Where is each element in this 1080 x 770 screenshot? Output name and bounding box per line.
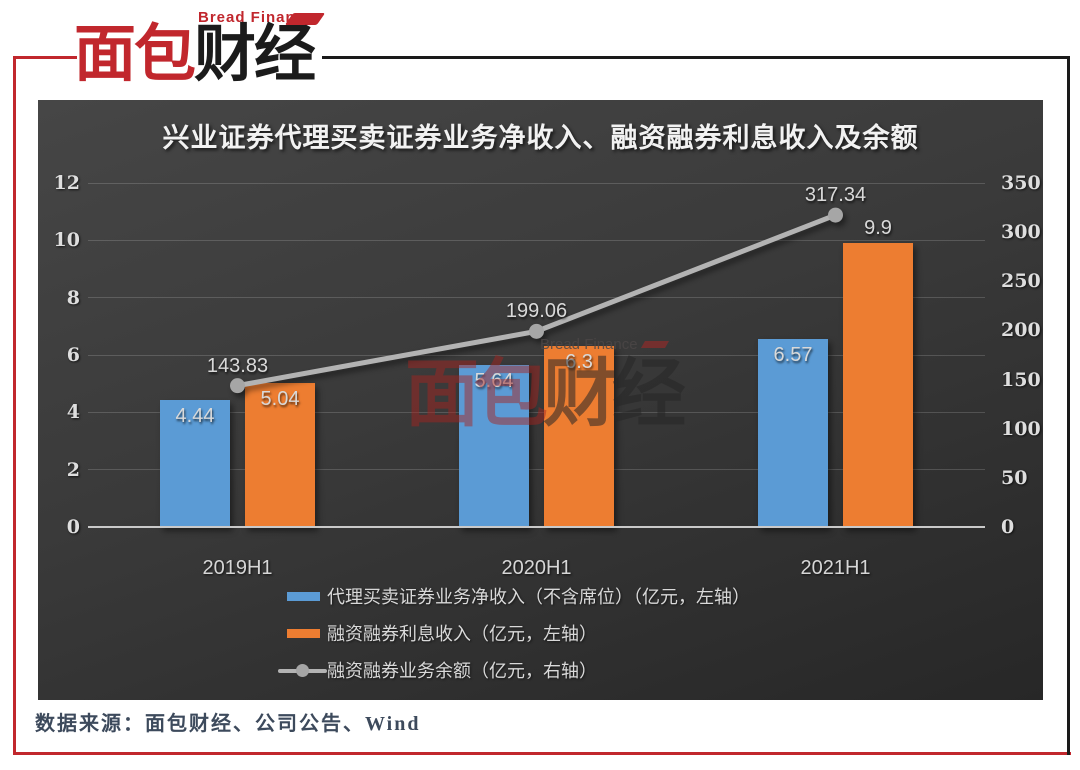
legend-item: 融资融券业务余额（亿元，右轴） bbox=[38, 661, 1043, 681]
right-axis-tick: 100 bbox=[1001, 417, 1041, 440]
line-marker-icon bbox=[529, 323, 544, 339]
right-axis-tick: 0 bbox=[1001, 516, 1015, 538]
brand-logo-en-text: Bread Finance bbox=[198, 9, 315, 26]
data-source-note: 数据来源：面包财经、公司公告、Wind bbox=[35, 713, 421, 735]
legend-item: 代理买卖证券业务净收入（不含席位）（亿元，左轴） bbox=[38, 587, 1043, 607]
line-series bbox=[230, 207, 843, 394]
bar-value-label: 6.3 bbox=[565, 351, 593, 374]
bar-value-label: 4.44 bbox=[175, 404, 215, 427]
category-label: 2020H1 bbox=[501, 557, 572, 579]
gridline bbox=[88, 297, 985, 299]
left-axis-tick: 12 bbox=[53, 172, 80, 194]
legend-label: 代理买卖证券业务净收入（不含席位）（亿元，左轴） bbox=[327, 587, 750, 607]
bar-value-label: 9.9 bbox=[864, 217, 892, 240]
brand-logo-cn-text: 面包财经 bbox=[74, 24, 316, 86]
brand-logo-cn-red: 面包 bbox=[74, 20, 196, 89]
bar-2021H1 bbox=[843, 243, 913, 527]
frame-corner-red-line bbox=[13, 56, 77, 59]
legend-marker-icon bbox=[296, 664, 309, 677]
legend-swatch-line bbox=[278, 661, 327, 681]
category-label: 2021H1 bbox=[800, 557, 871, 579]
bar-value-label: 6.57 bbox=[773, 343, 813, 366]
bar-2020H1 bbox=[544, 346, 614, 527]
gridline bbox=[88, 354, 985, 356]
bar-2019H1 bbox=[245, 382, 315, 527]
legend-label: 融资融券利息收入（亿元，左轴） bbox=[327, 624, 597, 644]
brand-logo-cn-black: 财经 bbox=[194, 20, 316, 89]
bar-2019H1 bbox=[160, 399, 230, 527]
gridline bbox=[88, 411, 985, 413]
right-axis-tick: 150 bbox=[1001, 368, 1041, 391]
gridline bbox=[88, 239, 985, 241]
right-axis-tick: 250 bbox=[1001, 270, 1041, 293]
bar-value-label: 5.04 bbox=[260, 387, 300, 410]
frame-top-black-line bbox=[322, 56, 1070, 59]
right-axis-tick: 200 bbox=[1001, 319, 1041, 342]
x-axis-line bbox=[88, 526, 985, 528]
frame-left-red-line bbox=[13, 56, 16, 755]
chart-panel: 兴业证券代理买卖证券业务净收入、融资融券利息收入及余额 0 2 4 6 8 10 12 0 50… bbox=[38, 100, 1043, 700]
legend-item: 融资融券利息收入（亿元，左轴） bbox=[38, 624, 1043, 644]
line-marker-icon bbox=[828, 207, 843, 223]
right-axis-tick: 50 bbox=[1001, 466, 1028, 489]
plot-area: 0 2 4 6 8 10 12 0 50 100 150 200 250 300 350 2019H1 2020… bbox=[38, 100, 1043, 700]
bar-2021H1 bbox=[758, 338, 828, 527]
line-value-label: 143.83 bbox=[206, 354, 269, 377]
left-axis-tick: 0 bbox=[66, 516, 80, 538]
left-axis-tick: 2 bbox=[66, 458, 80, 481]
gridline bbox=[88, 182, 985, 184]
frame-bottom-red-line bbox=[13, 752, 1071, 755]
right-axis-tick: 350 bbox=[1001, 172, 1041, 194]
bar-value-label: 5.64 bbox=[474, 370, 514, 393]
left-axis-tick: 6 bbox=[66, 344, 80, 366]
left-axis-tick: 10 bbox=[53, 229, 80, 252]
left-axis-tick: 8 bbox=[66, 286, 80, 309]
legend-swatch-bar bbox=[287, 592, 320, 601]
legend-swatch-bar bbox=[287, 629, 320, 638]
category-label: 2019H1 bbox=[202, 557, 273, 579]
right-axis-tick: 300 bbox=[1001, 221, 1041, 244]
line-marker-icon bbox=[230, 378, 245, 394]
legend-label: 融资融券业务余额（亿元，右轴） bbox=[327, 661, 597, 681]
bar-2020H1 bbox=[459, 365, 529, 527]
frame-right-black-line bbox=[1067, 56, 1070, 755]
chart-title: 兴业证券代理买卖证券业务净收入、融资融券利息收入及余额 bbox=[162, 123, 919, 153]
line-value-label: 199.06 bbox=[505, 300, 568, 323]
left-axis-tick: 4 bbox=[66, 401, 80, 424]
gridline bbox=[88, 469, 985, 471]
line-value-label: 317.34 bbox=[804, 184, 867, 207]
